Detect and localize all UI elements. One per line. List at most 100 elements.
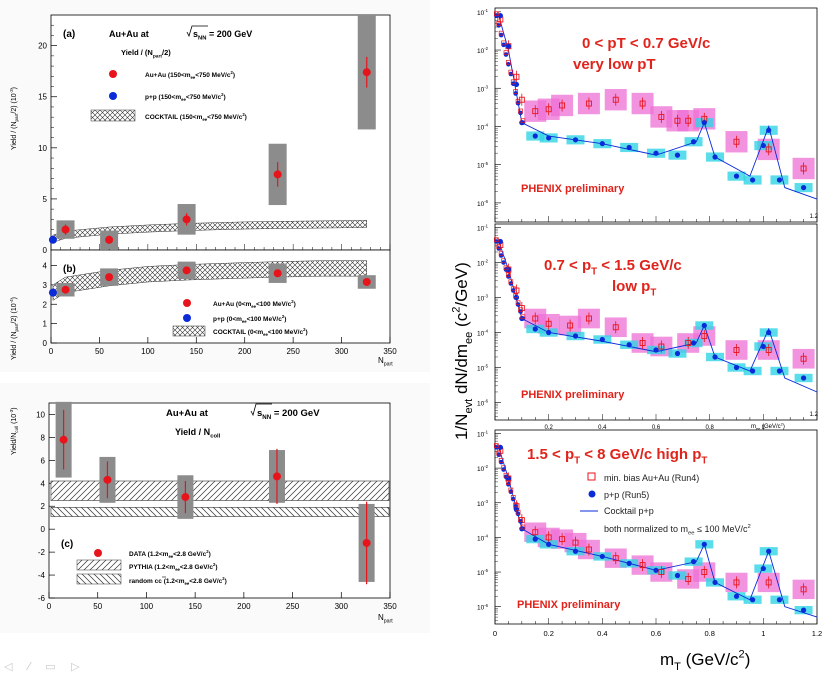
auau-marker-dense bbox=[513, 89, 519, 94]
auau-point bbox=[182, 215, 191, 224]
y-tick-label: 10-4 bbox=[477, 123, 489, 132]
pp-marker bbox=[532, 133, 538, 139]
auau-marker bbox=[585, 546, 592, 553]
x-tick-label: 0.2 bbox=[544, 425, 553, 431]
auau-point bbox=[362, 277, 371, 286]
pp-marker bbox=[546, 541, 552, 547]
auau-marker-dense bbox=[513, 293, 519, 299]
auau-marker bbox=[545, 106, 552, 113]
pp-marker bbox=[532, 326, 538, 332]
auau-marker bbox=[585, 100, 592, 107]
y-tick-label: 10-3 bbox=[477, 294, 489, 303]
pp-marker bbox=[674, 572, 681, 579]
pp-marker bbox=[674, 152, 681, 158]
auau-marker bbox=[559, 536, 566, 543]
auau-marker bbox=[701, 569, 708, 575]
panel-title: Au+Au at bbox=[166, 408, 209, 419]
auau-marker bbox=[572, 539, 579, 546]
x-axis-label: Npart bbox=[378, 613, 393, 624]
x-tick-label: 0.4 bbox=[597, 629, 607, 638]
auau-marker-dense bbox=[508, 69, 514, 75]
random-ccbar-band bbox=[50, 507, 390, 517]
pp-marker bbox=[701, 120, 707, 126]
pp-marker bbox=[505, 43, 512, 49]
auau-marker-dense bbox=[513, 502, 519, 508]
y-tick-label: 1 bbox=[43, 320, 48, 329]
pp-marker bbox=[653, 150, 659, 156]
x-tick-label: 0.4 bbox=[598, 425, 607, 431]
panel-energy: sNN = 200 GeV bbox=[193, 29, 252, 42]
data-point bbox=[103, 475, 112, 484]
y-tick-label: 10-1 bbox=[477, 8, 489, 17]
y-tick-label: 5 bbox=[43, 195, 48, 204]
auau-marker bbox=[765, 347, 772, 353]
pp-marker bbox=[733, 593, 740, 599]
pp-marker bbox=[712, 154, 718, 160]
auau-marker-dense bbox=[493, 11, 499, 17]
x-tick-label: 200 bbox=[237, 602, 251, 611]
auau-marker-dense bbox=[503, 472, 509, 478]
panel-a-frame bbox=[50, 14, 391, 251]
auau-marker bbox=[532, 315, 539, 322]
x-tick-label: 100 bbox=[140, 602, 154, 611]
auau-marker bbox=[639, 562, 646, 569]
y-tick-label: 10-1 bbox=[477, 430, 489, 439]
pp-marker bbox=[733, 364, 740, 371]
x-tick-label: 200 bbox=[238, 347, 252, 356]
phenix-preliminary-label: PHENIX preliminary bbox=[517, 599, 621, 611]
auau-marker-dense bbox=[508, 279, 514, 285]
x-tick-label: 0.2 bbox=[543, 629, 553, 638]
legend-entry: min. bias Au+Au (Run4) bbox=[604, 473, 699, 483]
x-tick-label: 0 bbox=[493, 629, 497, 638]
pp-marker bbox=[776, 177, 783, 183]
auau-point bbox=[182, 266, 191, 275]
x-tick-label: 350 bbox=[383, 347, 397, 356]
auau-marker bbox=[612, 96, 619, 103]
auau-marker bbox=[639, 340, 646, 346]
auau-marker-dense bbox=[498, 251, 504, 257]
pp-marker bbox=[572, 548, 579, 554]
pt-bin-title: 0.7 < pT < 1.5 GeV/c bbox=[544, 257, 682, 278]
auau-marker bbox=[733, 138, 740, 145]
right-x-axis-label: mT (GeV/c2) bbox=[660, 648, 750, 673]
slide-navigation[interactable]: ◁ ⁄ ▭ ▷ bbox=[4, 660, 86, 673]
auau-marker-dense bbox=[510, 79, 516, 85]
x-tick-label: 300 bbox=[335, 347, 349, 356]
x-tick-label: 1 bbox=[762, 425, 766, 431]
y-tick-label: 10-2 bbox=[477, 464, 489, 473]
legend-marker bbox=[183, 299, 191, 307]
legend-marker bbox=[183, 314, 191, 322]
legend-marker bbox=[109, 92, 117, 100]
legend-entry: p+p (150<mee<750 MeV/c2) bbox=[145, 92, 226, 102]
legend-entry: random cc (1.2<mee<2.8 GeV/c2) bbox=[129, 576, 227, 586]
auau-marker-dense bbox=[506, 480, 511, 485]
auau-point bbox=[105, 273, 114, 282]
auau-marker bbox=[639, 100, 646, 107]
x-tick-label: 0.8 bbox=[704, 629, 714, 638]
auau-marker bbox=[765, 146, 772, 153]
right-y-axis-label: 1/Nevt dN/dmee (c2/GeV) bbox=[450, 262, 475, 440]
auau-marker bbox=[612, 555, 619, 562]
pp-marker bbox=[690, 340, 697, 346]
x-tick-label: 250 bbox=[286, 602, 300, 611]
x-tick-label: 150 bbox=[188, 602, 202, 611]
auau-marker bbox=[513, 73, 520, 80]
pp-marker bbox=[626, 144, 632, 151]
y-tick-label: 10-2 bbox=[477, 259, 489, 268]
panel-subtitle: Yield / (Npart/2) bbox=[121, 48, 171, 59]
auau-marker-dense bbox=[506, 272, 511, 278]
y-tick-label: 3 bbox=[43, 281, 48, 290]
y-tick-label: 2 bbox=[41, 502, 46, 511]
legend-marker bbox=[76, 559, 122, 571]
x-tick-label: 1.2 bbox=[812, 629, 822, 638]
phenix-preliminary-label: PHENIX preliminary bbox=[521, 183, 625, 195]
auau-marker-dense bbox=[520, 118, 526, 124]
legend-marker-auau bbox=[587, 472, 596, 481]
auau-marker bbox=[585, 315, 592, 322]
y-tick-label: 8 bbox=[41, 433, 46, 442]
auau-marker bbox=[733, 347, 740, 353]
pp-marker bbox=[653, 567, 659, 573]
auau-marker bbox=[674, 117, 681, 124]
auau-marker bbox=[532, 529, 539, 536]
